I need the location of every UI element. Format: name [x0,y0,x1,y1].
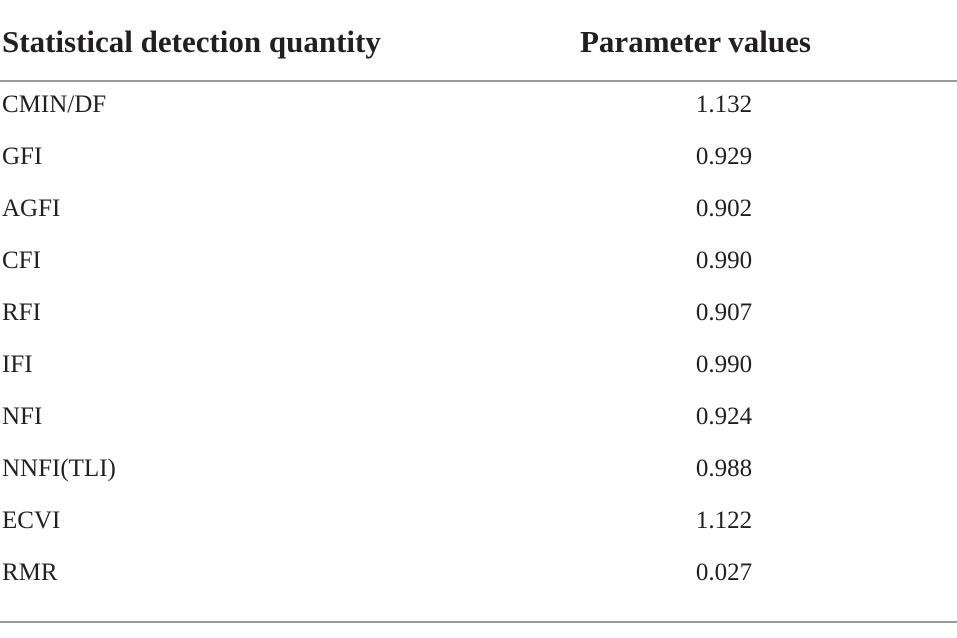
row-label: AGFI [2,195,61,222]
row-value: 0.907 [695,299,753,326]
row-label: GFI [2,143,43,170]
row-value: 0.924 [695,403,753,430]
row-value: 1.132 [695,91,753,118]
row-label: RFI [2,299,41,326]
header-cell: Statistical detection quantity [2,24,381,59]
row-label: IFI [2,351,33,378]
row-value: 0.902 [695,195,753,222]
row-value: 0.990 [695,351,753,378]
row-value: 0.929 [695,143,753,170]
row-label: CFI [2,247,41,274]
row-label: CMIN/DF [2,91,107,118]
row-label: NNFI(TLI) [2,455,116,482]
row-label: NFI [2,403,43,430]
row-label: RMR [2,559,58,586]
header-rule [0,80,957,82]
header-cell: Parameter values [580,24,811,59]
bottom-rule [0,621,957,623]
row-value: 0.027 [695,559,753,586]
row-value: 1.122 [695,507,753,534]
row-label: ECVI [2,507,61,534]
row-value: 0.988 [695,455,753,482]
row-value: 0.990 [695,247,753,274]
